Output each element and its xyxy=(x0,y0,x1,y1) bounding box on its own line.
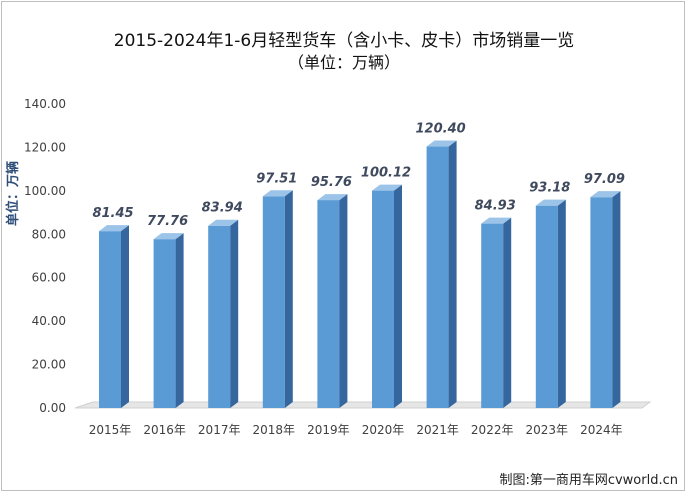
bar-side xyxy=(339,194,348,408)
bar-front xyxy=(153,239,176,408)
x-tick-label: 2017年 xyxy=(198,423,241,437)
x-tick-label: 2022年 xyxy=(471,423,514,437)
x-tick-label: 2018年 xyxy=(253,423,296,437)
bar-front xyxy=(426,146,449,408)
bar-side xyxy=(121,225,129,408)
bars xyxy=(99,140,621,408)
bar-side xyxy=(557,199,566,408)
bar-front xyxy=(317,200,340,408)
bar-top xyxy=(153,233,184,240)
bar-front xyxy=(262,196,285,408)
bar-top xyxy=(535,199,566,206)
data-labels: 81.45 77.76 83.94 97.51 95.76 100.12 120.40 84.… xyxy=(92,122,625,230)
bar-side xyxy=(448,140,457,408)
bar-side xyxy=(230,219,239,408)
bar xyxy=(99,225,129,408)
bar-top xyxy=(317,194,348,201)
bar-front xyxy=(590,197,613,408)
data-label: 81.45 xyxy=(92,206,133,221)
x-tick-label: 2019年 xyxy=(307,423,350,437)
bar xyxy=(208,219,239,408)
data-label: 93.18 xyxy=(529,181,570,196)
bar-top xyxy=(208,219,239,226)
bar-top xyxy=(99,225,129,232)
bar-top xyxy=(426,140,457,147)
data-label: 100.12 xyxy=(361,166,411,181)
y-tick-label: 120.00 xyxy=(24,140,66,154)
y-axis-ticks: 0.00 20.00 40.00 60.00 80.00 100.00 120.00 140.… xyxy=(24,97,66,415)
bar-front xyxy=(372,190,394,408)
x-tick-label: 2020年 xyxy=(362,423,405,437)
x-tick-label: 2023年 xyxy=(526,423,569,437)
bar-top xyxy=(481,217,512,224)
bar xyxy=(590,191,621,408)
bar-top xyxy=(262,190,293,197)
x-axis-ticks: 2015年 2016年 2017年 2018年 2019年 2020年 2021年 2022年… xyxy=(89,423,623,437)
bar-side xyxy=(612,191,621,408)
data-label: 97.09 xyxy=(584,172,625,187)
bar-front xyxy=(99,231,121,408)
bar-side xyxy=(175,233,184,408)
x-tick-label: 2015年 xyxy=(89,423,132,437)
bar xyxy=(372,184,402,408)
bar-front xyxy=(208,225,231,408)
y-tick-label: 140.00 xyxy=(24,97,66,111)
bar xyxy=(426,140,457,408)
x-tick-label: 2024年 xyxy=(580,423,623,437)
bar-side xyxy=(503,217,512,408)
bar xyxy=(317,194,348,408)
bar-top xyxy=(590,191,621,198)
bar-side xyxy=(394,184,402,408)
y-tick-label: 60.00 xyxy=(32,271,66,285)
credit-text: 制图:第一商用车网cvworld.cn xyxy=(499,473,678,488)
bar xyxy=(535,199,566,408)
x-tick-label: 2016年 xyxy=(143,423,186,437)
data-label: 84.93 xyxy=(475,199,516,214)
y-tick-label: 0.00 xyxy=(39,401,66,415)
y-tick-label: 20.00 xyxy=(32,358,66,372)
y-tick-label: 100.00 xyxy=(24,184,66,198)
data-label: 97.51 xyxy=(256,171,297,186)
data-label: 120.40 xyxy=(416,122,466,137)
bar-top xyxy=(372,184,402,191)
y-tick-label: 40.00 xyxy=(32,314,66,328)
bar-front xyxy=(535,205,558,408)
data-label: 77.76 xyxy=(147,214,188,229)
data-label: 83.94 xyxy=(202,201,243,216)
bar xyxy=(481,217,512,408)
bar xyxy=(153,233,184,408)
data-label: 95.76 xyxy=(311,175,352,190)
chart-title: 2015-2024年1-6月轻型货车（含小卡、皮卡）市场销量一览 xyxy=(113,31,575,51)
chart-subtitle: （单位：万辆） xyxy=(287,53,400,72)
bar-front xyxy=(481,223,504,408)
bar xyxy=(262,190,293,408)
y-tick-label: 80.00 xyxy=(32,227,66,241)
x-tick-label: 2021年 xyxy=(416,423,459,437)
bar-side xyxy=(284,190,293,408)
